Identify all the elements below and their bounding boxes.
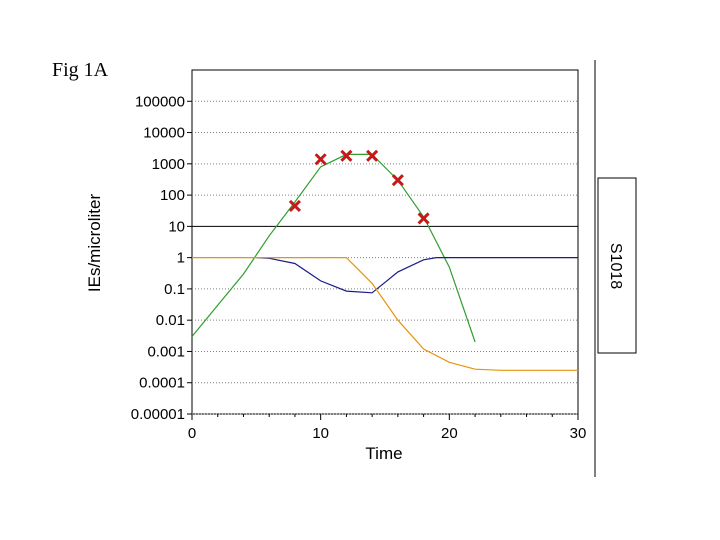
x-tick-label: 30 — [570, 425, 587, 442]
data-point-marker — [314, 153, 327, 166]
series-group — [191, 149, 578, 371]
y-tick-label: 0.00001 — [131, 406, 185, 423]
data-point-marker — [417, 212, 430, 225]
x-tick-label: 0 — [188, 425, 196, 442]
y-tick-label: 100 — [160, 187, 185, 204]
y-axis-title: IEs/microliter — [85, 194, 104, 293]
x-tick-label: 20 — [441, 425, 458, 442]
y-tick-label: 10 — [168, 218, 185, 235]
plot-frame — [191, 69, 579, 415]
gridlines — [192, 100, 578, 415]
x-axis-title: Time — [365, 444, 402, 463]
series-line-2 — [192, 257, 578, 371]
series-line-1 — [256, 257, 578, 294]
y-tick-label: 1000 — [152, 156, 185, 173]
y-tick-label: 0.0001 — [139, 375, 185, 392]
y-tick-label: 0.001 — [147, 343, 185, 360]
y-axis: 0.00001 0.0001 0.001 0.01 0.1 1 10 100 1000 10000… — [131, 93, 192, 423]
data-point-marker — [288, 199, 301, 212]
y-tick-label: 0.1 — [164, 281, 185, 298]
y-tick-label: 10000 — [143, 125, 185, 142]
panel-label: S1018 — [607, 243, 624, 289]
figure-label: Fig 1A — [52, 59, 109, 81]
data-point-marker — [340, 149, 353, 162]
y-tick-label: 0.01 — [156, 312, 185, 329]
series-line-0 — [191, 153, 476, 343]
y-tick-label: 1 — [177, 250, 185, 267]
data-point-marker — [391, 174, 404, 187]
data-point-marker — [366, 149, 379, 162]
panel-label-box — [597, 177, 637, 354]
plot-area: 0.000010.00010.0010.010.1110100100010000… — [131, 69, 587, 442]
x-tick-label: 10 — [312, 425, 329, 442]
y-tick-label: 100000 — [135, 93, 185, 110]
x-axis: 0 10 20 30 — [188, 414, 587, 442]
